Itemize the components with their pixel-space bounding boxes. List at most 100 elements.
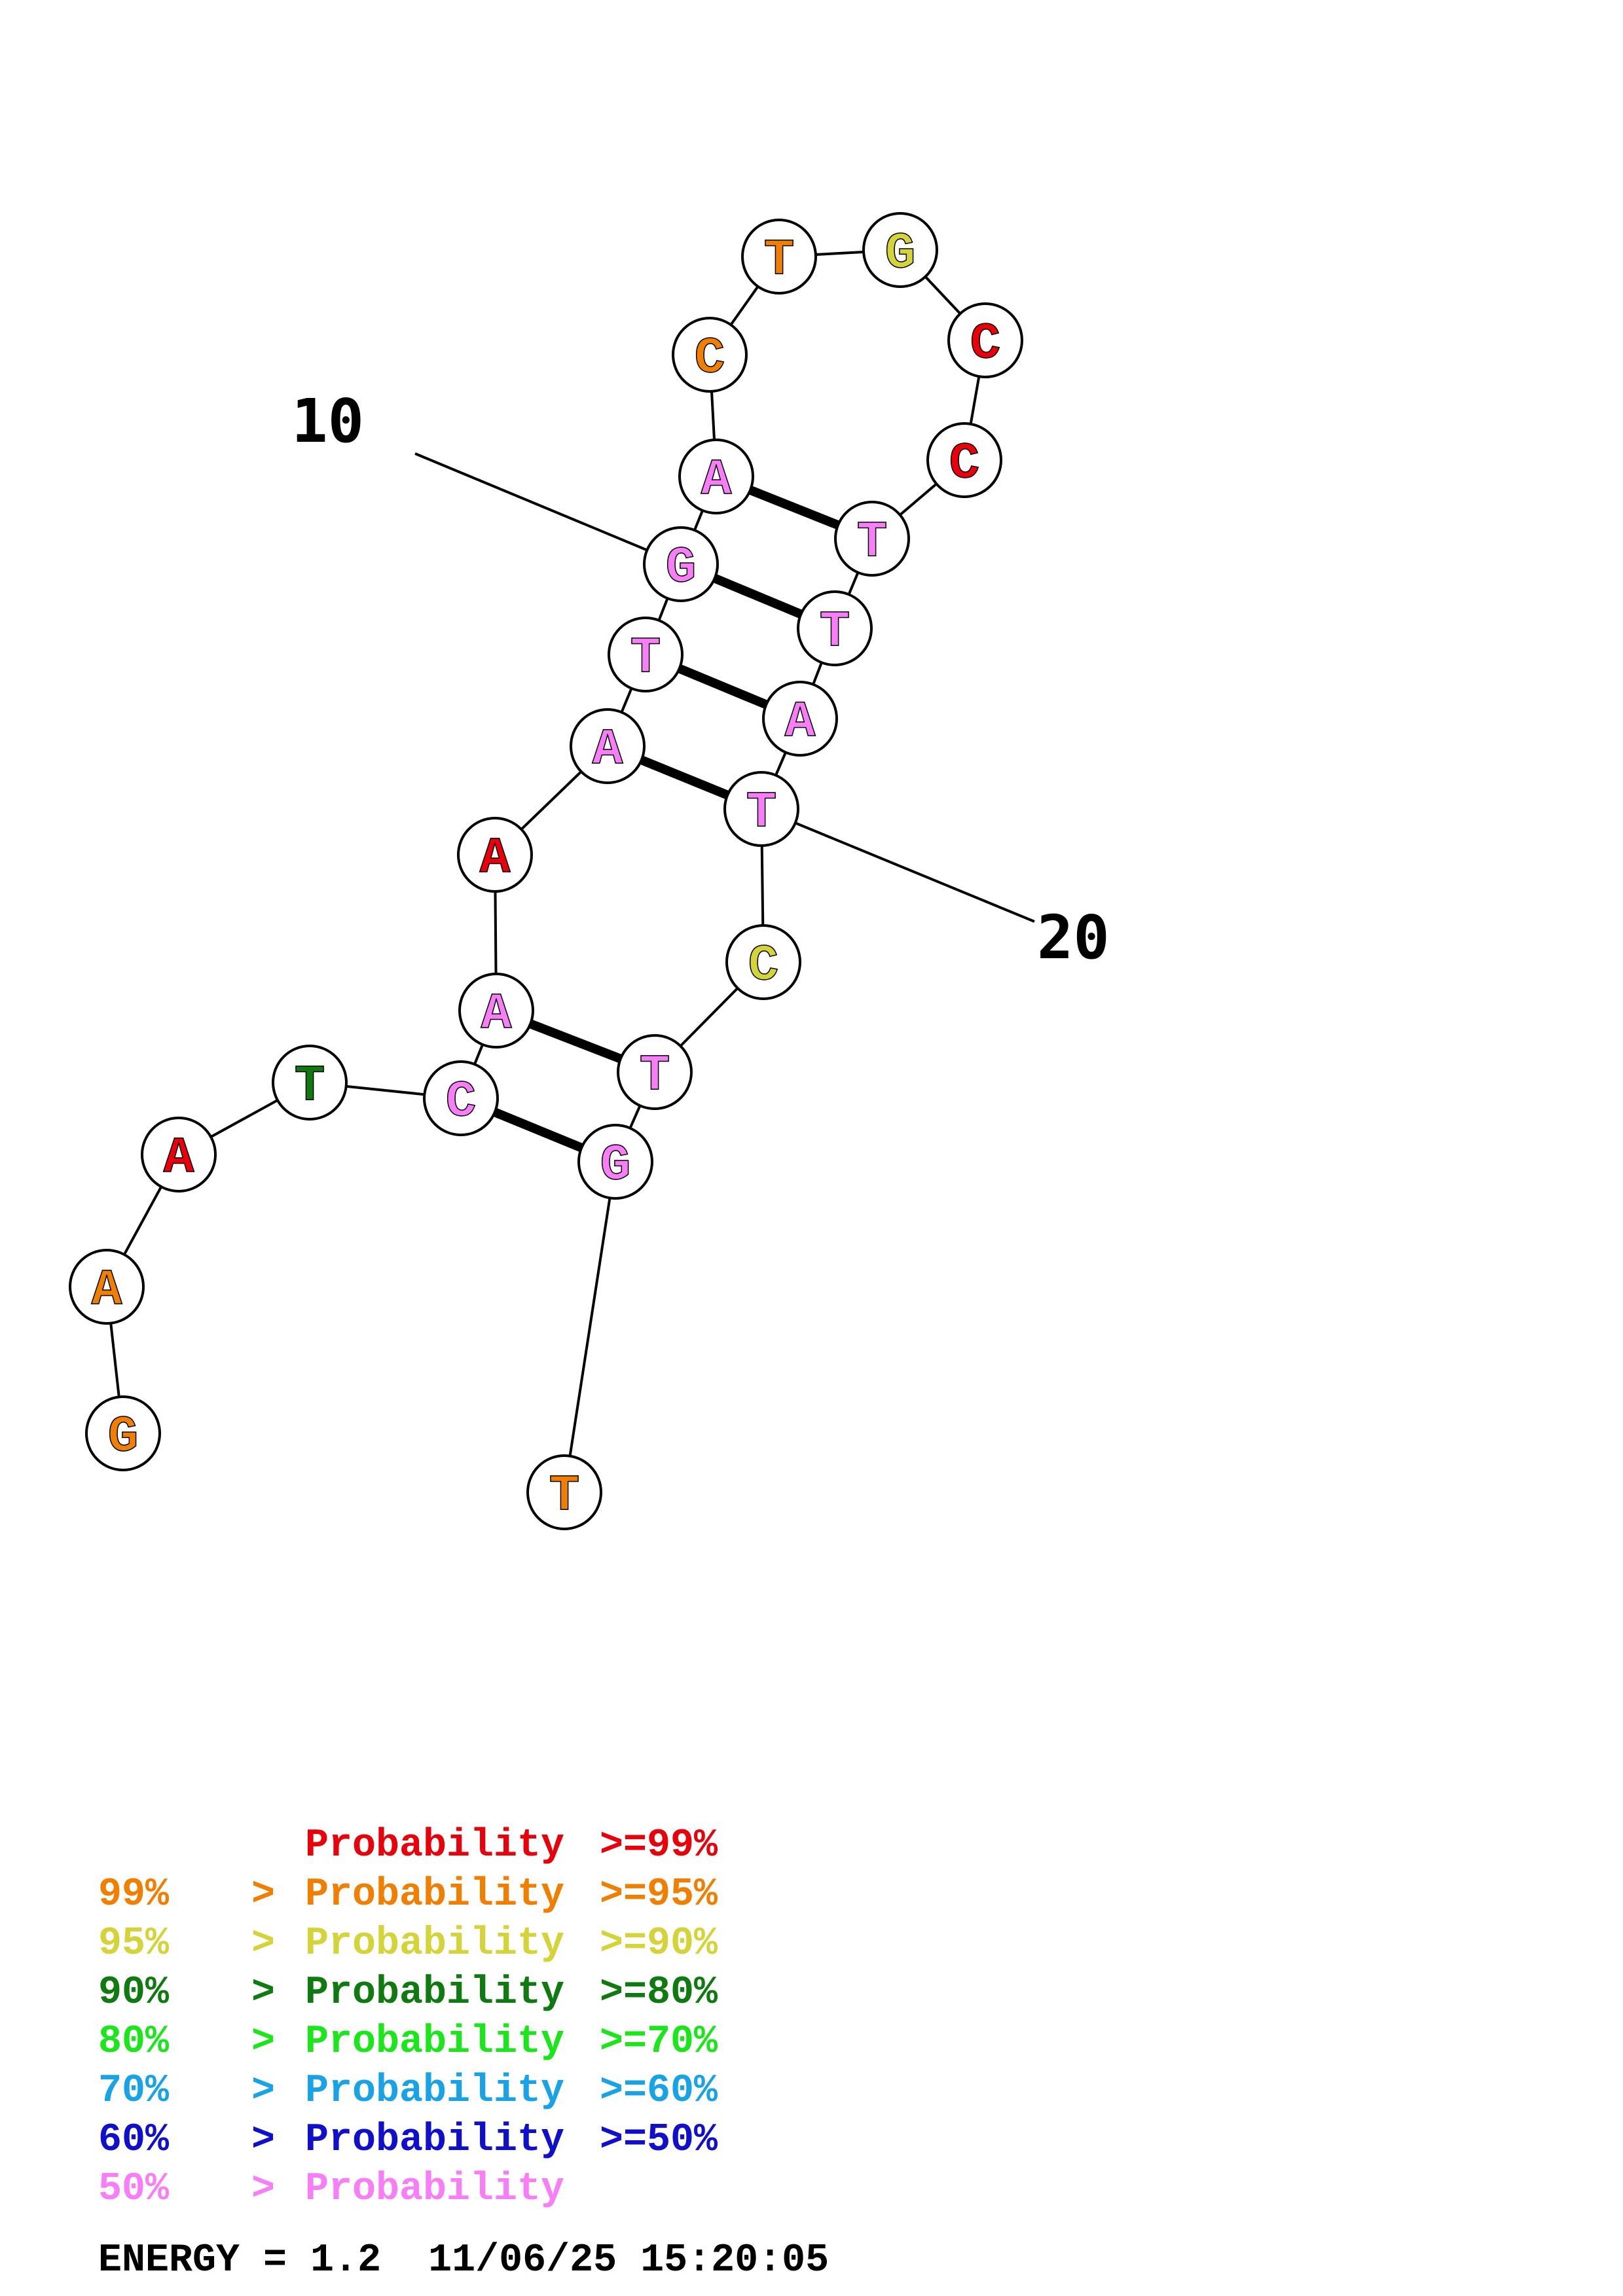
index-label-lines [414,452,1035,923]
nucleotide-letter: A [701,452,732,509]
index-label-layer: 10 20 [291,386,1110,973]
nucleotide-letter: A [785,694,816,751]
nucleotide-letter: T [764,232,795,289]
nucleotide-1: G [85,1395,161,1471]
legend-label: Probability [305,2118,565,2162]
legend-label: Probability [305,2020,565,2064]
legend-row: 99% > Probability >=95% [98,1875,718,1914]
legend-row: 95% > Probability >=90% [98,1924,718,1964]
nucleotide-letter: T [295,1058,325,1115]
legend-prefix: 99% [98,1873,170,1917]
nucleotide-circle [526,1454,602,1530]
nucleotide-8: A [570,708,646,784]
legend-row: 80% > Probability >=70% [98,2022,718,2062]
nucleotide-letter: T [820,603,850,661]
nucleotide-4: T [272,1045,348,1121]
legend-label: Probability [305,1823,565,1868]
legend-gt: > [251,2118,276,2162]
legend-op: >= [600,1823,647,1868]
nucleotide-10: G [643,526,719,602]
nucleotide-circle [458,973,534,1049]
legend-label: Probability [305,2069,565,2113]
energy-footer: ENERGY = 1.2 11/06/25 15:20:05 [98,2238,830,2283]
nucleotide-circle [797,590,873,666]
nucleotide-letter: A [164,1130,194,1187]
nucleotide-2: A [69,1249,145,1325]
legend-row: 90% > Probability >=80% [98,1973,718,2013]
nucleotide-14: G [862,212,938,288]
legend-gt: > [251,2020,276,2064]
nucleotide-circle [723,771,799,847]
nucleotide-16: C [926,422,1002,498]
nucleotide-circle [862,212,938,288]
nucleotide-letter: T [640,1047,670,1105]
index-label-leader [414,452,682,565]
nucleotide-13: T [741,219,817,295]
nucleotide-circle [570,708,646,784]
nucleotide-letter: A [481,986,512,1043]
nucleotide-circle [617,1034,693,1110]
legend-prefix: 80% [98,2020,170,2064]
nucleotide-letter: T [746,784,777,842]
legend-prefix: 70% [98,2069,170,2113]
legend-value: 90% [647,1922,718,1966]
nucleotide-11: A [678,439,754,514]
nucleotide-23: G [577,1124,653,1200]
nucleotide-3: A [141,1117,217,1193]
legend-value: 50% [647,2118,718,2162]
legend-value: 95% [647,1873,718,1917]
legend-prefix: 50% [98,2167,170,2212]
nucleotide-circle [672,317,748,393]
index-label-leader [761,808,1035,923]
nucleotide-15: C [947,302,1023,378]
nucleotide-circle [741,219,817,295]
nucleotide-circle [762,681,838,757]
nucleotide-7: A [457,817,533,893]
legend-label: Probability [305,1873,565,1917]
legend-row: 70% > Probability >=60% [98,2072,718,2111]
nucleotide-letter: G [666,539,697,597]
nucleotide-circle [457,817,533,893]
legend-row: Probability >=99% [98,1826,718,1865]
legend-label: Probability [305,1922,565,1966]
legend-op: >= [600,2118,647,2162]
nucleotide-5: C [423,1060,499,1136]
nucleotide-circle [608,617,684,692]
legend-value: 99% [647,1823,718,1868]
nucleotide-circle [947,302,1023,378]
index-label-10: 10 [291,386,364,456]
legend-op: >= [600,2020,647,2064]
nucleotide-letter: T [857,514,888,571]
legend-value: 80% [647,1971,718,2015]
nucleotide-circle [725,924,801,1000]
legend-gt: > [251,1873,276,1917]
nucleotide-6: A [458,973,534,1049]
nucleotide-24: T [526,1454,602,1530]
nucleotide-letter: A [480,830,511,888]
legend-op: >= [600,1873,647,1917]
nucleotide-circle [643,526,719,602]
nucleotide-letter: A [593,721,623,779]
nucleotide-letter: C [970,315,1001,373]
backbone-layer [105,249,987,1493]
nucleotide-18: T [797,590,873,666]
legend-prefix: 95% [98,1922,170,1966]
nucleotide-circle [423,1060,499,1136]
legend-op: >= [600,1971,647,2015]
legend-value: 60% [647,2069,718,2113]
nucleotide-letter: G [885,225,916,283]
nucleotide-letter: C [695,330,725,387]
nucleotide-21: C [725,924,801,1000]
nucleotide-letter: A [92,1262,122,1319]
nucleotide-letter: T [549,1467,580,1525]
nucleotide-circle [272,1045,348,1121]
nucleotide-letter: C [446,1073,477,1131]
nucleotide-20: T [723,771,799,847]
nucleotide-19: A [762,681,838,757]
legend-value: 70% [647,2020,718,2064]
nucleotide-letter: C [748,937,779,995]
index-label-20: 20 [1037,903,1110,973]
nucleotide-circle [85,1395,161,1471]
